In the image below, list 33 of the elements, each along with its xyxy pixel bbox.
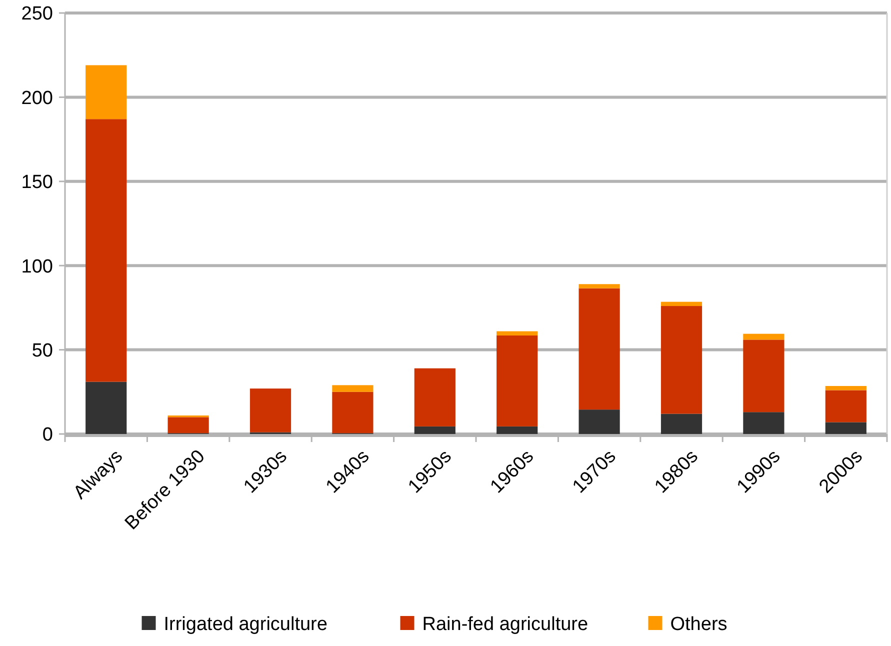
- bar: [578, 284, 620, 288]
- bar: [743, 334, 784, 340]
- bar: [496, 335, 538, 426]
- legend-label: Others: [670, 614, 728, 635]
- bar: [414, 426, 456, 434]
- bar: [168, 417, 209, 434]
- bar: [496, 426, 538, 434]
- bar: [825, 386, 866, 390]
- bar: [660, 414, 702, 434]
- bar: [332, 385, 374, 392]
- legend-label: Rain-fed agriculture: [422, 614, 588, 635]
- bar: [86, 382, 127, 434]
- bar: [743, 340, 784, 412]
- bar: [496, 331, 538, 336]
- y-tick-label: 200: [21, 88, 53, 109]
- bar: [250, 388, 292, 432]
- y-tick-label: 50: [32, 340, 53, 362]
- bar: [578, 410, 620, 434]
- bar: [743, 412, 784, 434]
- bar: [825, 390, 866, 422]
- bar: [414, 368, 456, 426]
- y-tick-label: 150: [21, 172, 53, 194]
- y-tick-label: 100: [21, 256, 53, 278]
- bar: [86, 65, 127, 120]
- bar: [660, 302, 702, 306]
- legend-label: Irrigated agriculture: [164, 614, 328, 635]
- bar: [660, 306, 702, 414]
- y-tick-label: 250: [21, 4, 53, 25]
- bar: [86, 119, 127, 382]
- y-tick-label: 0: [42, 424, 53, 446]
- bar: [825, 422, 866, 434]
- bar: [578, 288, 620, 410]
- bar: [332, 392, 374, 434]
